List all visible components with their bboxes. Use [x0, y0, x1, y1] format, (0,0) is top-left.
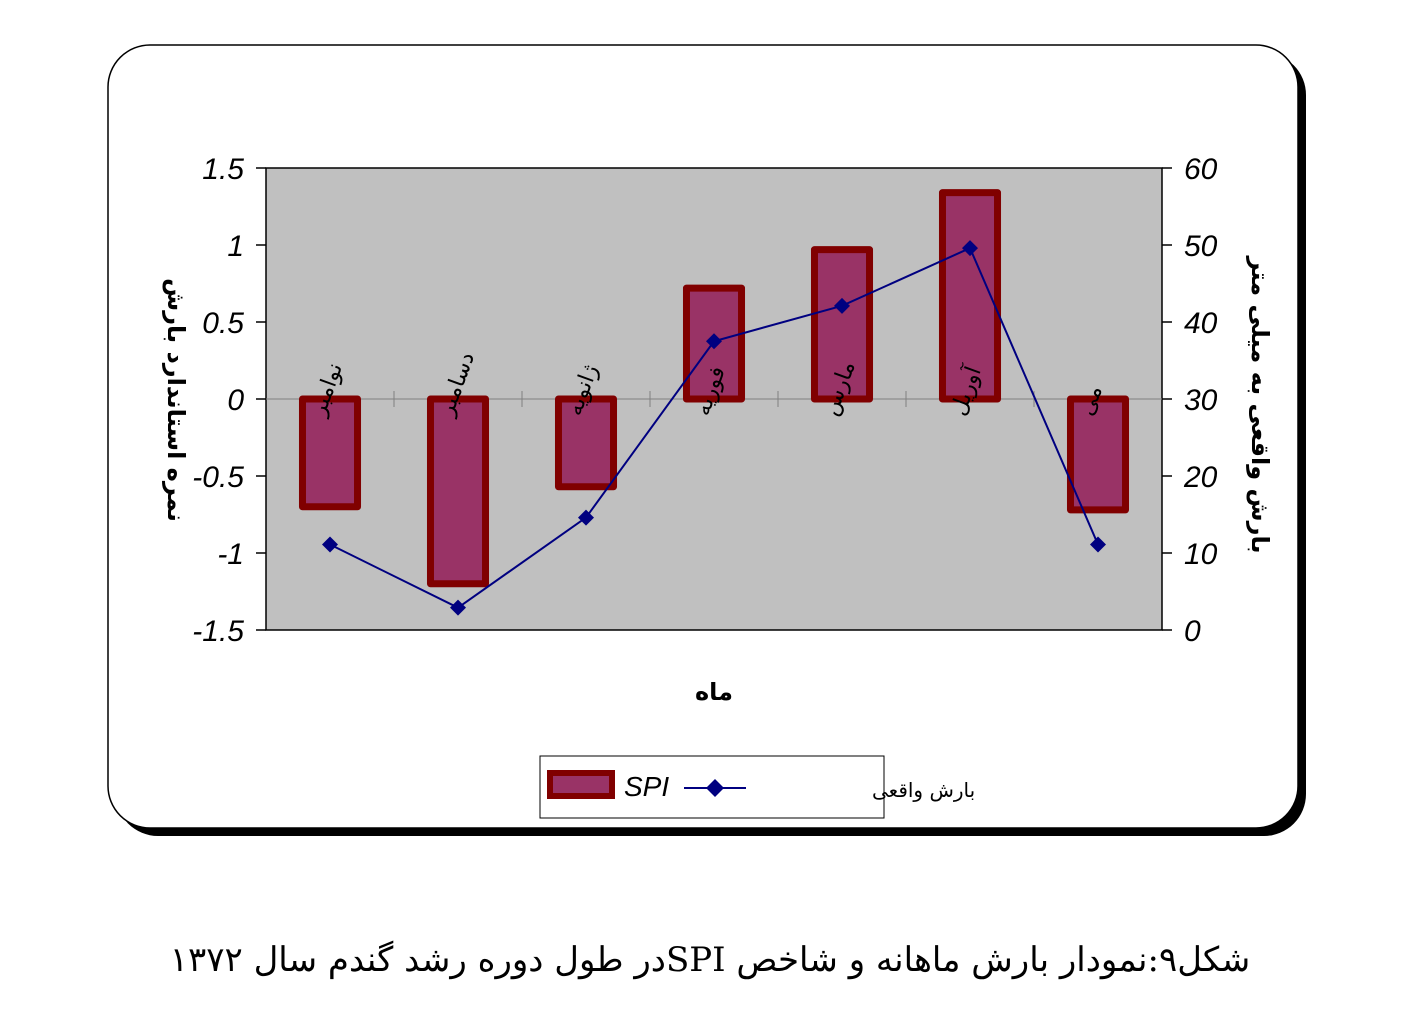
y2-tick-label: 30	[1184, 384, 1218, 417]
precip-point	[834, 297, 850, 314]
y-tick-label: -1.5	[192, 615, 244, 648]
spi-bar	[554, 395, 618, 491]
y2-tick-label: 0	[1184, 615, 1201, 648]
precip-point	[578, 509, 594, 526]
legend-spi-swatch	[547, 770, 615, 799]
spi-bar	[298, 395, 362, 511]
y-tick-label: 0.5	[202, 307, 244, 340]
legend-precip-marker	[706, 779, 724, 797]
y-tick-label: -0.5	[192, 461, 244, 494]
precip-point	[322, 536, 338, 553]
legend-spi-label: SPI	[624, 771, 669, 802]
y-tick-label: -1	[217, 538, 244, 571]
y2-tick-label: 50	[1184, 230, 1218, 263]
y-tick-label: 1.5	[202, 153, 244, 186]
y2-tick-label: 40	[1184, 307, 1218, 340]
legend-precip-label: بارش واقعی	[872, 778, 975, 802]
x-axis-title: ماه	[695, 678, 733, 706]
y2-axis-title: بارش واقعی به میلی متر	[1246, 256, 1274, 554]
spi-bar	[1066, 395, 1130, 514]
y-axis-title: نمره استاندارد بارش	[162, 278, 190, 522]
precip-point	[706, 333, 722, 350]
spi-bars	[298, 189, 1130, 588]
precip-point	[962, 240, 978, 257]
y2-tick-label: 20	[1183, 461, 1218, 494]
axes: 1.5 1 0.5 0 -0.5 -1 -1.5 60 50 40 30 20 10 0	[192, 153, 1217, 648]
precip-line	[322, 240, 1106, 616]
figure-caption: شکل۹:نمودار بارش ماهانه و شاخص SPIدر طول…	[169, 940, 1251, 980]
y-tick-label: 0	[227, 384, 244, 417]
y-tick-label: 1	[227, 230, 244, 263]
spi-bar	[426, 395, 490, 588]
precip-point	[450, 599, 466, 616]
legend: SPI بارش واقعی	[539, 755, 975, 819]
spi-bar	[810, 246, 874, 403]
y2-tick-label: 10	[1184, 538, 1218, 571]
spi-bar	[938, 189, 1002, 403]
y2-tick-label: 60	[1184, 153, 1218, 186]
precip-point	[1090, 536, 1106, 553]
